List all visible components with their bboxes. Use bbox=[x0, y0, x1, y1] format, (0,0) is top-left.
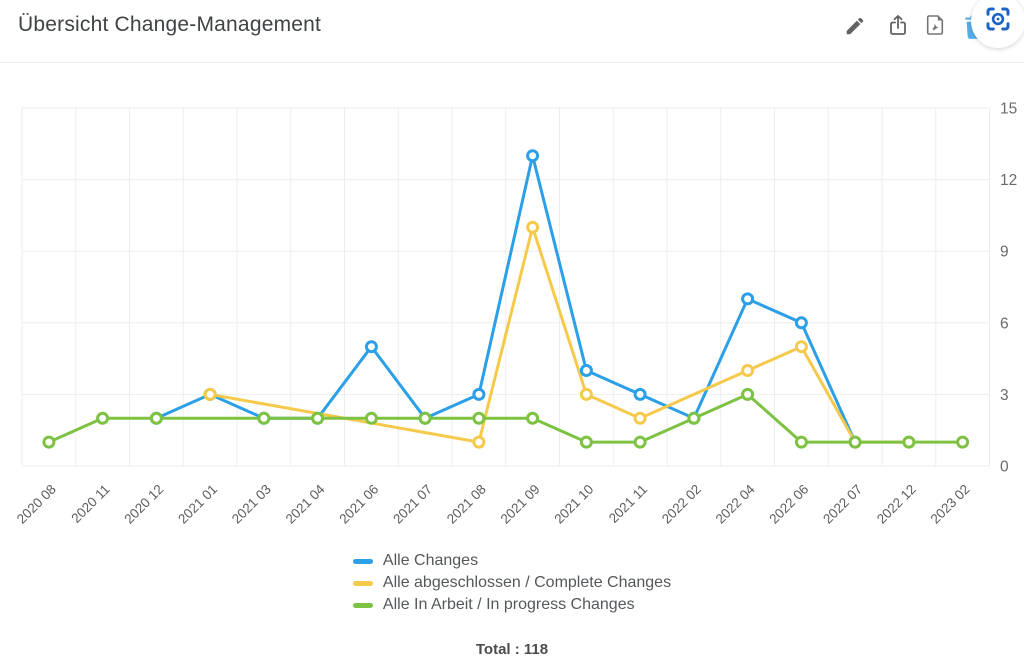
data-point bbox=[526, 149, 540, 163]
y-tick-label: 9 bbox=[1000, 244, 1009, 261]
legend-item[interactable]: Alle abgeschlossen / Complete Changes bbox=[352, 572, 672, 594]
data-point bbox=[364, 340, 378, 354]
data-point bbox=[633, 387, 647, 401]
data-point bbox=[311, 411, 325, 425]
pencil-icon bbox=[844, 15, 866, 40]
x-tick-label: 2022 12 bbox=[874, 482, 919, 527]
data-point bbox=[794, 435, 808, 449]
data-point bbox=[472, 387, 486, 401]
x-tick-label: 2022 02 bbox=[659, 482, 704, 527]
data-point bbox=[579, 435, 593, 449]
x-tick-label: 2023 02 bbox=[928, 482, 973, 527]
data-point bbox=[579, 387, 593, 401]
x-tick-label: 2022 04 bbox=[713, 481, 758, 526]
x-tick-label: 2022 06 bbox=[766, 482, 811, 527]
data-point bbox=[42, 435, 56, 449]
pdf-export-button[interactable] bbox=[922, 13, 948, 39]
legend-swatch-icon bbox=[352, 580, 373, 586]
data-point bbox=[418, 411, 432, 425]
x-tick-label: 2021 07 bbox=[390, 482, 435, 527]
share-button[interactable] bbox=[885, 13, 911, 39]
data-point bbox=[794, 340, 808, 354]
y-tick-label: 15 bbox=[1000, 101, 1017, 118]
data-point bbox=[848, 435, 862, 449]
data-point bbox=[472, 435, 486, 449]
data-point bbox=[526, 220, 540, 234]
x-tick-label: 2020 08 bbox=[14, 482, 59, 527]
total-label: Total : 118 bbox=[475, 641, 549, 658]
legend-label: Alle abgeschlossen / Complete Changes bbox=[382, 574, 672, 591]
widget-header: Übersicht Change-Management bbox=[0, 0, 1024, 63]
x-tick-label: 2021 01 bbox=[175, 482, 220, 527]
data-point bbox=[364, 411, 378, 425]
chart-legend: Alle Changes Alle abgeschlossen / Complet… bbox=[352, 550, 672, 616]
data-point bbox=[741, 292, 755, 306]
legend-swatch-icon bbox=[352, 602, 373, 608]
screenshot-region-icon bbox=[983, 4, 1013, 39]
data-point bbox=[956, 435, 970, 449]
data-point bbox=[633, 435, 647, 449]
x-tick-label: 2022 07 bbox=[820, 482, 865, 527]
screenshot-region-button[interactable] bbox=[971, 0, 1024, 48]
legend-label: Alle In Arbeit / In progress Changes bbox=[382, 596, 635, 613]
x-tick-label: 2021 09 bbox=[498, 482, 543, 527]
data-point bbox=[257, 411, 271, 425]
data-point bbox=[526, 411, 540, 425]
data-point bbox=[203, 387, 217, 401]
data-point bbox=[741, 364, 755, 377]
data-point bbox=[902, 435, 916, 449]
chart-area[interactable]: 0 3 6 9 12 15 2020 08 2020 11 2020 12 2021 01 2021… bbox=[0, 80, 1024, 550]
data-point bbox=[741, 387, 755, 401]
edit-button[interactable] bbox=[842, 14, 868, 40]
x-tick-label: 2020 11 bbox=[68, 482, 112, 526]
data-point bbox=[96, 411, 110, 425]
pdf-icon bbox=[923, 13, 947, 40]
data-point bbox=[794, 316, 808, 330]
data-point bbox=[149, 411, 163, 425]
page-title: Übersicht Change-Management bbox=[18, 13, 322, 36]
y-tick-label: 3 bbox=[1000, 387, 1009, 404]
legend-item[interactable]: Alle Changes bbox=[352, 550, 671, 572]
y-tick-label: 6 bbox=[1000, 315, 1009, 332]
data-point bbox=[687, 411, 701, 425]
y-tick-label: 12 bbox=[1000, 172, 1017, 189]
data-point bbox=[579, 364, 593, 377]
share-icon bbox=[886, 13, 910, 40]
x-tick-label: 2021 11 bbox=[606, 482, 650, 526]
y-tick-label: 0 bbox=[1000, 459, 1009, 476]
legend-item[interactable]: Alle In Arbeit / In progress Changes bbox=[352, 594, 671, 616]
x-tick-label: 2021 03 bbox=[229, 482, 274, 527]
x-tick-label: 2021 10 bbox=[551, 482, 596, 527]
x-tick-label: 2020 12 bbox=[121, 482, 166, 527]
data-point bbox=[472, 411, 486, 425]
x-tick-label: 2021 06 bbox=[336, 482, 381, 527]
data-point bbox=[633, 411, 647, 425]
x-tick-label: 2021 04 bbox=[283, 481, 328, 526]
legend-label: Alle Changes bbox=[382, 552, 479, 569]
legend-swatch-icon bbox=[352, 558, 373, 564]
x-tick-label: 2021 08 bbox=[444, 482, 489, 527]
